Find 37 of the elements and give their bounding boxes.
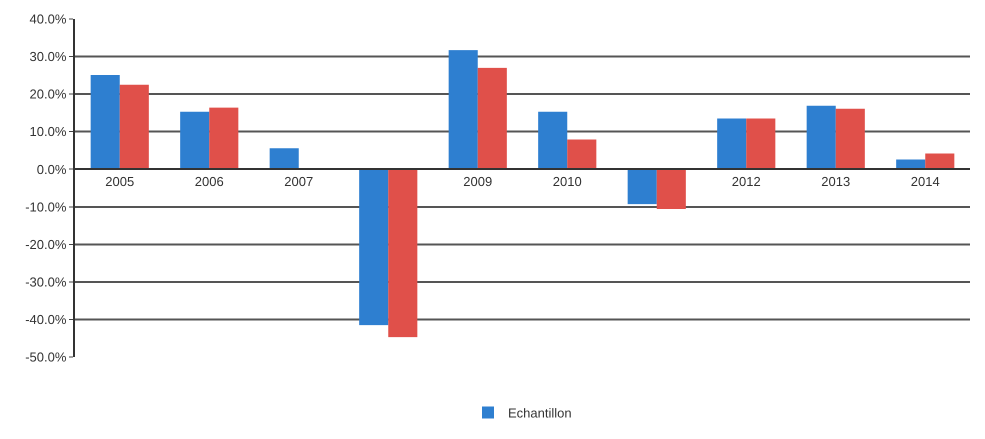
x-tick-label: 2007 [284,174,314,189]
y-tick-label: 30.0% [30,49,67,64]
bar [388,169,418,338]
y-tick-label: -30.0% [25,274,67,290]
bar [120,84,149,170]
y-tick-label: 10.0% [30,124,67,140]
y-tick-label: 0.0% [36,162,67,177]
bar [628,169,657,204]
x-tick-label: 2006 [194,174,224,189]
y-tick-label: -20.0% [25,236,67,252]
bar [448,50,478,170]
x-tick-label: 2014 [910,174,940,189]
bar [359,169,388,326]
bar [270,148,299,170]
bar [478,68,507,170]
x-tick-label: 2005 [105,174,134,189]
x-tick-label: 2013 [821,174,850,189]
y-tick-label: -50.0% [25,350,67,365]
bar [567,140,596,170]
bar [746,118,776,170]
legend-label: Echantillon [508,406,572,421]
y-tick-label: 20.0% [30,86,67,102]
bar [209,108,238,170]
bar [717,118,746,170]
y-tick-label: -10.0% [25,199,67,214]
y-tick-label: -40.0% [25,312,67,327]
y-tick-label: 40.0% [30,12,67,27]
bar [656,169,686,210]
x-tick-label: 2010 [552,174,582,189]
x-tick-label: 2012 [732,174,761,189]
bar [180,112,210,170]
bar [925,153,954,170]
bar [836,108,865,170]
x-tick-label: 2009 [463,174,492,189]
bar [90,74,120,170]
bar [806,106,836,170]
bar [538,112,568,170]
